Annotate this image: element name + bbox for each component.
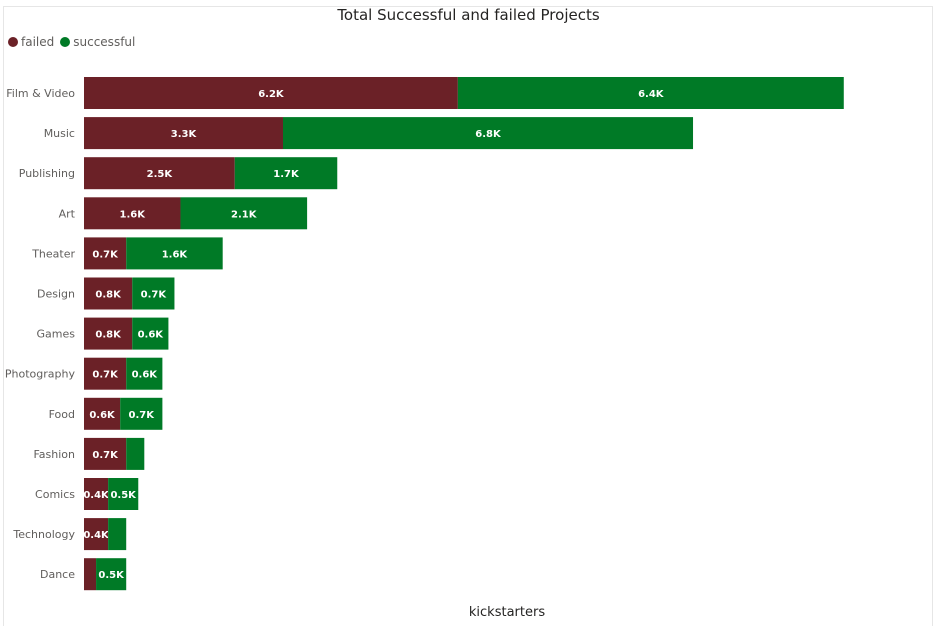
category-label-music: Music bbox=[44, 127, 75, 140]
bar-failed-food[interactable] bbox=[84, 397, 121, 430]
bar-failed-games[interactable] bbox=[84, 317, 133, 350]
bar-successful-games[interactable] bbox=[132, 317, 169, 350]
category-label-comics: Comics bbox=[35, 488, 75, 501]
bar-failed-photography[interactable] bbox=[84, 357, 127, 390]
legend-swatch-successful bbox=[60, 37, 71, 47]
chart-frame bbox=[3, 6, 933, 626]
legend-swatch-failed bbox=[8, 37, 18, 47]
bar-successful-food[interactable] bbox=[120, 397, 163, 430]
bar-failed-comics[interactable] bbox=[84, 478, 109, 510]
data-label-failed-design: 0.8K bbox=[95, 290, 122, 301]
data-label-failed-publishing: 2.5K bbox=[147, 169, 174, 180]
data-label-failed-comics: 0.4K bbox=[83, 490, 110, 501]
legend: failed successful bbox=[8, 35, 141, 49]
data-label-failed-fashion: 0.7K bbox=[92, 450, 119, 461]
bar-successful-art[interactable] bbox=[180, 197, 308, 230]
data-label-successful-food: 0.7K bbox=[129, 410, 156, 421]
data-label-successful-design: 0.7K bbox=[141, 290, 168, 301]
data-label-failed-art: 1.6K bbox=[120, 209, 147, 220]
category-label-film-video: Film & Video bbox=[6, 87, 75, 100]
data-label-failed-games: 0.8K bbox=[95, 330, 122, 341]
bar-failed-theater[interactable] bbox=[84, 237, 127, 270]
bar-failed-technology[interactable] bbox=[84, 518, 109, 551]
data-label-successful-theater: 1.6K bbox=[162, 249, 189, 260]
category-label-design: Design bbox=[37, 288, 75, 301]
category-label-art: Art bbox=[59, 207, 76, 220]
category-label-dance: Dance bbox=[40, 568, 75, 581]
bar-successful-dance[interactable] bbox=[96, 558, 127, 591]
bar-successful-theater[interactable] bbox=[126, 237, 223, 270]
bar-failed-design[interactable] bbox=[84, 277, 133, 310]
data-label-failed-music: 3.3K bbox=[171, 129, 198, 140]
data-label-successful-dance: 0.5K bbox=[98, 570, 125, 581]
category-label-fashion: Fashion bbox=[33, 448, 75, 461]
category-label-photography: Photography bbox=[5, 368, 76, 381]
category-label-theater: Theater bbox=[31, 247, 75, 260]
bar-failed-art[interactable] bbox=[84, 197, 181, 230]
category-label-technology: Technology bbox=[12, 528, 75, 541]
bar-successful-music[interactable] bbox=[282, 117, 694, 150]
bar-failed-film-video[interactable] bbox=[84, 77, 458, 109]
data-label-successful-music: 6.8K bbox=[475, 129, 502, 140]
bar-successful-photography[interactable] bbox=[126, 357, 163, 390]
data-label-successful-film-video: 6.4K bbox=[638, 89, 665, 100]
bar-successful-film-video[interactable] bbox=[457, 77, 844, 109]
data-label-successful-photography: 0.6K bbox=[132, 370, 159, 381]
legend-item-successful[interactable]: successful bbox=[60, 35, 135, 49]
data-label-failed-technology: 0.4K bbox=[83, 530, 110, 541]
bar-failed-fashion[interactable] bbox=[84, 437, 127, 470]
x-axis-label: kickstarters bbox=[469, 605, 545, 617]
data-label-failed-film-video: 6.2K bbox=[258, 89, 285, 100]
bar-failed-music[interactable] bbox=[84, 117, 283, 150]
data-label-failed-theater: 0.7K bbox=[92, 249, 119, 260]
bar-successful-technology[interactable] bbox=[108, 518, 127, 551]
data-label-successful-art: 2.1K bbox=[231, 209, 258, 220]
bar-successful-publishing[interactable] bbox=[234, 157, 338, 190]
data-label-failed-photography: 0.7K bbox=[92, 370, 119, 381]
category-label-publishing: Publishing bbox=[19, 167, 75, 180]
bar-successful-fashion[interactable] bbox=[126, 437, 145, 470]
data-label-failed-food: 0.6K bbox=[89, 410, 116, 421]
data-label-successful-comics: 0.5K bbox=[110, 490, 137, 501]
data-label-successful-publishing: 1.7K bbox=[273, 169, 300, 180]
bar-failed-publishing[interactable] bbox=[84, 157, 235, 190]
bar-successful-comics[interactable] bbox=[108, 478, 139, 510]
chart-title: Total Successful and failed Projects bbox=[337, 6, 600, 24]
legend-label-successful: successful bbox=[73, 35, 136, 49]
legend-item-failed[interactable]: failed bbox=[8, 35, 54, 49]
bar-failed-dance[interactable] bbox=[84, 558, 97, 591]
category-label-food: Food bbox=[49, 408, 75, 421]
data-label-successful-games: 0.6K bbox=[138, 330, 165, 341]
bar-successful-design[interactable] bbox=[132, 277, 175, 310]
legend-label-failed: failed bbox=[21, 35, 55, 49]
category-label-games: Games bbox=[37, 328, 76, 341]
